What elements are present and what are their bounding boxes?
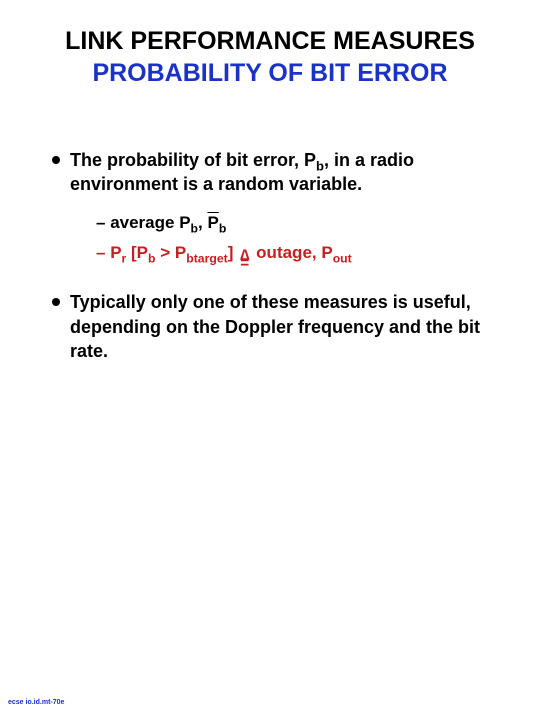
- sub-bullet-list: – average Pb, Pb – Pr [Pb > Pbtarget] ∆=…: [96, 210, 500, 268]
- sb2-pre: P: [105, 243, 121, 262]
- b1-lead: The probability of bit error, P: [70, 150, 316, 170]
- bullet-dot-icon: [52, 156, 60, 164]
- footer-text: ecse io.id.mt-70e: [8, 699, 64, 706]
- bullet-1: The probability of bit error, Pb, in a r…: [52, 148, 500, 197]
- sub-bullet-1: – average Pb, Pb: [96, 210, 500, 236]
- tri-bot: =: [240, 260, 249, 268]
- sb1-overline-p: P: [207, 213, 218, 232]
- bullet-2-text: Typically only one of these measures is …: [70, 290, 500, 363]
- bullet-dot-icon: [52, 298, 60, 306]
- content-area: The probability of bit error, Pb, in a r…: [30, 148, 510, 364]
- sb1-pre: average P: [105, 213, 190, 232]
- sb2-sub-b: b: [148, 251, 155, 265]
- sb2-close: ]: [228, 243, 238, 262]
- sb2-gt: > P: [156, 243, 187, 262]
- sb1-sub2: b: [219, 221, 226, 235]
- bullet-1-text: The probability of bit error, Pb, in a r…: [70, 148, 500, 197]
- sb2-open: [P: [126, 243, 148, 262]
- sb2-sub-out: out: [333, 251, 352, 265]
- b1-sub: b: [316, 158, 324, 173]
- sb1-sub1: b: [191, 221, 198, 235]
- defined-as-icon: ∆=: [240, 252, 249, 269]
- bullet-2: Typically only one of these measures is …: [52, 290, 500, 363]
- sub-bullet-2: – Pr [Pb > Pbtarget] ∆= outage, Pout: [96, 240, 500, 269]
- sb2-sub-bt: btarget: [186, 251, 227, 265]
- title-line-1: LINK PERFORMANCE MEASURES: [30, 28, 510, 56]
- sb2-outlead: outage, P: [251, 243, 332, 262]
- title-line-2: PROBABILITY OF BIT ERROR: [30, 58, 510, 88]
